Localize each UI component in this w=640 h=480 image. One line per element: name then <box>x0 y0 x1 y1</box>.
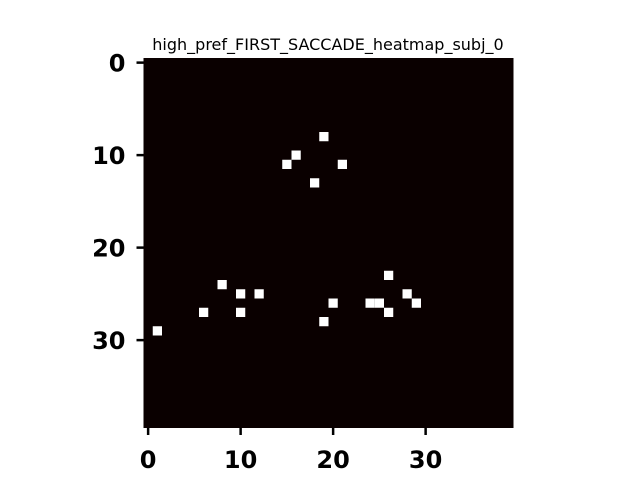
heatmap-cell-10 <box>328 298 338 308</box>
heatmap-cell-14 <box>199 307 209 317</box>
y-tick-label-0: 0 <box>109 50 126 78</box>
y-tick-label-2: 20 <box>92 235 125 263</box>
heatmap-cell-6 <box>217 280 227 290</box>
heatmap-cell-5 <box>384 270 394 280</box>
heatmap-cell-17 <box>319 317 329 327</box>
chart-title: high_pref_FIRST_SACCADE_heatmap_subj_0 <box>152 35 503 55</box>
heatmap-cell-13 <box>411 298 421 308</box>
heatmap-cell-12 <box>374 298 384 308</box>
x-tick-label-0: 0 <box>140 446 157 474</box>
heatmap-background <box>143 58 514 428</box>
heatmap-cell-15 <box>236 307 246 317</box>
x-tick-label-3: 30 <box>409 446 442 474</box>
heatmap-cell-3 <box>337 159 347 169</box>
axes: 0 10 20 30 0 10 20 30 <box>92 50 442 474</box>
x-tick-label-1: 10 <box>224 446 257 474</box>
heatmap-cell-2 <box>282 159 292 169</box>
heatmap-cell-0 <box>319 132 329 142</box>
heatmap-cell-16 <box>384 307 394 317</box>
heatmap-cell-1 <box>291 150 301 160</box>
heatmap-cell-11 <box>365 298 375 308</box>
heatmap-cell-9 <box>402 289 412 299</box>
heatmap-cell-4 <box>310 178 320 188</box>
x-tick-label-2: 20 <box>316 446 349 474</box>
heatmap-cell-18 <box>152 326 162 336</box>
y-tick-label-1: 10 <box>92 142 125 170</box>
y-tick-label-3: 30 <box>92 327 125 355</box>
heatmap-cell-7 <box>236 289 246 299</box>
heatmap-cells <box>152 132 421 336</box>
heatmap-cell-8 <box>254 289 264 299</box>
